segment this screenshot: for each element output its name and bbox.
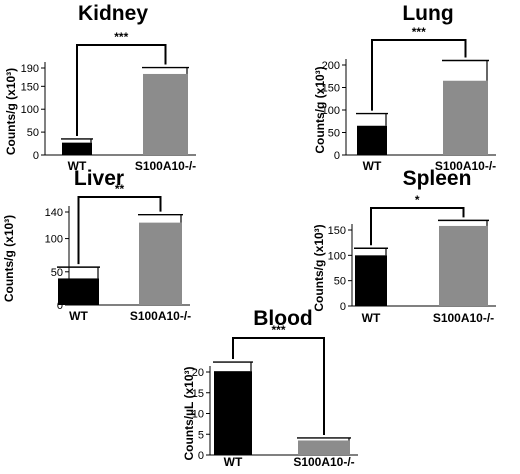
lung-y-tick-label: 150 bbox=[322, 83, 340, 95]
liver-y-tick-label: 140 bbox=[45, 207, 63, 219]
spleen-y-tick-label: 100 bbox=[328, 250, 346, 262]
kidney-y-tick-label: 50 bbox=[27, 127, 39, 139]
lung-category-label-0: WT bbox=[363, 159, 382, 173]
kidney-bar-0 bbox=[62, 142, 92, 155]
lung-title: Lung bbox=[402, 2, 453, 25]
liver-y-axis-label: Counts/g (x10³) bbox=[2, 215, 16, 302]
blood-category-label-0: WT bbox=[224, 455, 243, 469]
kidney-bar-1 bbox=[143, 73, 188, 155]
kidney-y-tick-label: 190 bbox=[21, 63, 39, 75]
kidney-category-label-0: WT bbox=[68, 159, 87, 173]
liver-significance-label: ** bbox=[115, 182, 125, 196]
liver-bar-0 bbox=[58, 278, 99, 305]
spleen-bar-1 bbox=[439, 225, 488, 306]
lung-y-tick-label: 200 bbox=[322, 60, 340, 72]
spleen-significance-label: * bbox=[415, 193, 420, 207]
blood-category-label-1: S100A10-/- bbox=[293, 455, 354, 469]
liver-category-label-1: S100A10-/- bbox=[130, 309, 191, 323]
liver-bar-1 bbox=[139, 222, 182, 305]
lung-y-tick-label: 0 bbox=[334, 150, 340, 162]
blood-y-tick-label: 5 bbox=[198, 429, 204, 441]
lung-bar-0 bbox=[357, 125, 387, 155]
lung-y-tick-label: 100 bbox=[322, 105, 340, 117]
blood-y-tick-label: 20 bbox=[192, 367, 204, 379]
lung-category-label-1: S100A10-/- bbox=[435, 159, 496, 173]
kidney-significance-bracket bbox=[76, 44, 167, 136]
kidney-y-tick-label: 0 bbox=[33, 150, 39, 162]
kidney-significance-label: *** bbox=[114, 30, 128, 44]
liver-y-tick-label: 100 bbox=[45, 234, 63, 246]
spleen-category-label-0: WT bbox=[362, 311, 381, 325]
blood-significance-label: *** bbox=[271, 323, 285, 337]
blood-significance-bracket bbox=[232, 337, 325, 435]
spleen-title: Spleen bbox=[403, 167, 472, 190]
lung-y-tick-label: 50 bbox=[328, 128, 340, 140]
kidney-category-label-1: S100A10-/- bbox=[135, 159, 196, 173]
spleen-y-tick-label: 150 bbox=[328, 225, 346, 237]
liver-significance-bracket bbox=[77, 196, 162, 265]
lung-y-axis-label: Counts/g (x10³) bbox=[313, 66, 327, 153]
liver-category-label-0: WT bbox=[69, 309, 88, 323]
spleen-category-label-1: S100A10-/- bbox=[433, 311, 494, 325]
blood-title: Blood bbox=[253, 307, 312, 330]
kidney-title: Kidney bbox=[78, 2, 148, 25]
blood-y-tick-label: 15 bbox=[192, 388, 204, 400]
kidney-y-tick-label: 150 bbox=[21, 81, 39, 93]
blood-bar-1 bbox=[298, 440, 350, 455]
spleen-significance-bracket bbox=[370, 207, 465, 246]
spleen-y-axis-label: Counts/g (x10³) bbox=[312, 224, 326, 311]
spleen-y-tick-label: 50 bbox=[334, 276, 346, 288]
kidney-y-tick-label: 100 bbox=[21, 104, 39, 116]
blood-y-tick-label: 0 bbox=[198, 450, 204, 462]
kidney-y-axis-label: Counts/g (x10³) bbox=[4, 68, 18, 155]
liver-title: Liver bbox=[74, 167, 124, 190]
lung-significance-bracket bbox=[371, 39, 467, 111]
lung-bar-1 bbox=[443, 80, 488, 155]
blood-bar-0 bbox=[214, 371, 252, 455]
liver-y-tick-label: 50 bbox=[51, 267, 63, 279]
blood-y-tick-label: 10 bbox=[192, 409, 204, 421]
spleen-y-tick-label: 0 bbox=[340, 301, 346, 313]
spleen-bar-0 bbox=[355, 255, 387, 306]
lung-significance-label: *** bbox=[412, 25, 426, 39]
liver-y-tick-label: 0 bbox=[57, 300, 63, 312]
blood-y-axis-label: Counts/µL (x10³) bbox=[182, 366, 196, 460]
